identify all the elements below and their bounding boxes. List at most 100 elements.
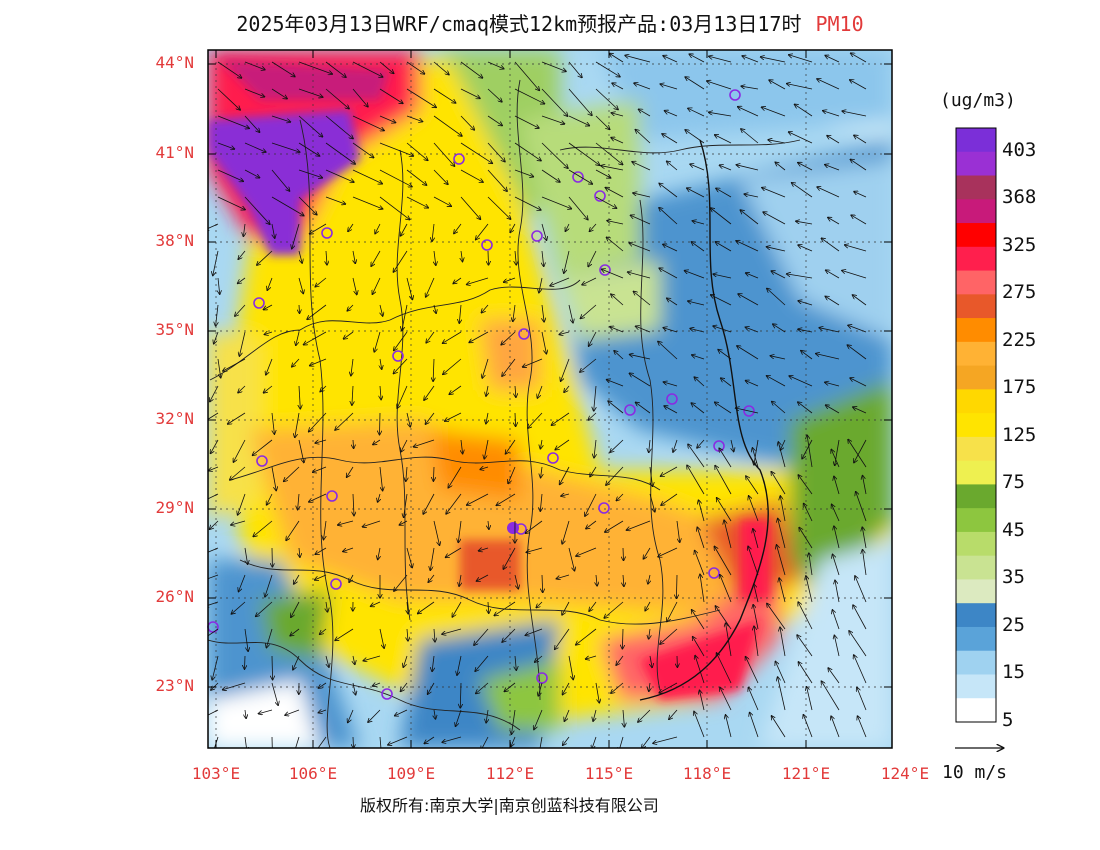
wind-vector: [772, 716, 786, 738]
wind-vector: [611, 138, 624, 144]
wind-vector: [610, 54, 624, 63]
wind-vector: [623, 574, 624, 586]
wind-vector: [228, 412, 246, 424]
wind-vector: [854, 135, 867, 144]
colorbar-swatch: [956, 246, 996, 272]
wind-vector: [848, 325, 867, 333]
wind-vector: [326, 655, 329, 667]
wind-vector: [664, 406, 678, 414]
wind-vector: [266, 628, 273, 648]
wind-vector: [634, 292, 651, 306]
wind-vector: [821, 681, 840, 711]
wind-vector: [692, 355, 705, 360]
wind-vector: [659, 183, 678, 198]
wind-vector: [476, 223, 489, 240]
wind-vector: [433, 88, 456, 103]
wind-vector: [338, 520, 354, 525]
colorbar-swatch: [956, 151, 996, 177]
wind-vector: [488, 601, 489, 613]
wind-vector: [256, 601, 273, 616]
wind-vector: [694, 377, 705, 387]
wind-vector: [379, 61, 394, 73]
wind-vector: [388, 736, 408, 745]
wind-vector: [426, 331, 435, 343]
wind-vector: [711, 295, 732, 306]
wind-vector: [717, 653, 732, 684]
wind-vector: [798, 163, 813, 171]
wind-vector: [363, 520, 381, 527]
wind-vector: [318, 710, 327, 713]
wind-vector: [754, 439, 759, 465]
wind-vector: [748, 688, 759, 711]
wind-vector: [697, 439, 705, 448]
wind-vector: [605, 188, 624, 198]
wind-vector: [636, 402, 651, 414]
wind-vector: [295, 736, 300, 748]
wind-vector: [592, 736, 597, 748]
wind-vector: [850, 159, 867, 171]
wind-vector: [753, 605, 759, 630]
wind-vector: [503, 547, 516, 569]
wind-vector: [208, 412, 219, 420]
wind-vector: [244, 628, 248, 651]
wind-vector: [217, 88, 240, 110]
wind-vector: [667, 161, 678, 171]
colorbar-swatch: [956, 650, 996, 675]
wind-vector: [741, 86, 759, 90]
wind-vector: [616, 493, 624, 501]
wind-vector: [460, 115, 474, 130]
wind-vector: [695, 551, 705, 576]
pollutant-label: PM10: [815, 12, 864, 36]
wind-vector: [659, 208, 678, 225]
wind-vector: [627, 520, 651, 530]
wind-vector: [326, 601, 328, 612]
wind-vector: [432, 223, 434, 241]
wind-vector: [526, 547, 543, 552]
wind-vector: [514, 88, 544, 104]
wind-vector: [253, 520, 273, 537]
wind-vector: [335, 628, 354, 640]
wind-vector: [298, 142, 320, 156]
wind-vector: [414, 439, 435, 447]
wind-vector: [298, 115, 323, 137]
wind-vector: [611, 294, 624, 306]
wind-vector: [555, 628, 570, 649]
wind-vector: [433, 61, 449, 75]
wind-vector: [585, 493, 597, 516]
wind-vector: [467, 277, 489, 285]
wind-vector: [726, 623, 732, 657]
wind-vector: [789, 376, 813, 387]
wind-vector: [711, 208, 732, 225]
wind-vector: [762, 107, 786, 117]
wind-vector: [504, 682, 516, 691]
wind-vector: [798, 402, 813, 414]
wind-vector: [648, 574, 650, 584]
city-marker: [330, 578, 342, 590]
wind-vector: [809, 553, 813, 576]
wind-vector: [643, 547, 651, 559]
city-marker: [481, 239, 493, 251]
wind-vector: [853, 605, 867, 630]
wind-vector: [736, 165, 759, 171]
wind-vector: [208, 601, 219, 606]
wind-vector: [407, 601, 408, 614]
colorbar-swatch: [956, 508, 996, 533]
wind-vector: [625, 55, 651, 63]
wind-vector: [523, 358, 543, 367]
city-marker: [507, 522, 519, 534]
wind-vector: [457, 655, 462, 675]
wind-vector: [380, 412, 381, 435]
city-marker: [518, 328, 530, 340]
wind-vector: [406, 88, 436, 107]
wind-vector: [446, 493, 462, 514]
wind-vector: [767, 289, 786, 306]
wind-vector: [721, 378, 732, 387]
lat-label: 23°N: [155, 676, 194, 695]
wind-vector: [568, 61, 582, 78]
wind-vector: [265, 574, 273, 597]
wind-vector: [324, 520, 327, 540]
wind-vector: [792, 183, 813, 198]
wind-vector: [713, 326, 732, 333]
wind-vector: [596, 574, 597, 586]
wind-vector: [433, 142, 455, 166]
